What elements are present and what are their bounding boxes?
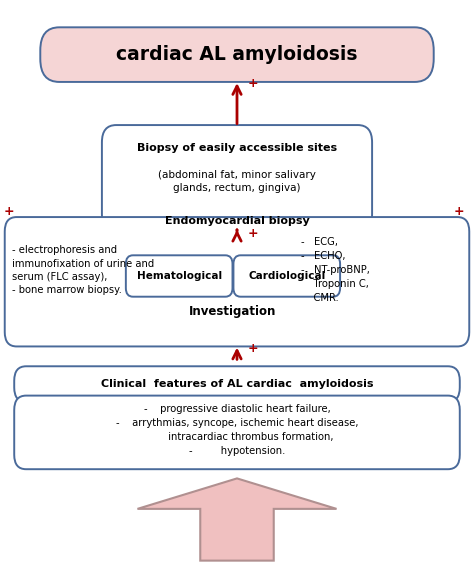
Text: cardiac AL amyloidosis: cardiac AL amyloidosis: [116, 45, 358, 64]
FancyBboxPatch shape: [14, 366, 460, 402]
Text: - electrophoresis and
immunofixation of urine and
serum (FLC assay),
- bone marr: - electrophoresis and immunofixation of …: [12, 246, 154, 295]
Text: +: +: [247, 227, 258, 240]
FancyBboxPatch shape: [126, 255, 232, 297]
FancyBboxPatch shape: [40, 27, 434, 82]
Text: Clinical  features of AL cardiac  amyloidosis: Clinical features of AL cardiac amyloido…: [101, 379, 373, 389]
Text: +: +: [454, 205, 465, 218]
Text: -    progressive diastolic heart failure,
-    arrythmias, syncope, ischemic hea: - progressive diastolic heart failure, -…: [116, 404, 358, 455]
FancyBboxPatch shape: [5, 217, 469, 346]
Text: Cardiological: Cardiological: [248, 271, 325, 281]
Text: (abdominal fat, minor salivary
glands, rectum, gingiva): (abdominal fat, minor salivary glands, r…: [158, 170, 316, 193]
Text: +: +: [4, 205, 14, 218]
FancyBboxPatch shape: [102, 125, 372, 232]
Polygon shape: [137, 478, 337, 561]
Text: Endomyocardial biopsy: Endomyocardial biopsy: [164, 216, 310, 227]
FancyBboxPatch shape: [233, 255, 340, 297]
Text: Biopsy of easily accessible sites: Biopsy of easily accessible sites: [137, 143, 337, 154]
Text: Investigation: Investigation: [189, 305, 276, 318]
FancyBboxPatch shape: [14, 396, 460, 469]
Text: Hematological: Hematological: [137, 271, 222, 281]
Text: +: +: [247, 342, 258, 355]
Text: +: +: [247, 77, 258, 90]
Text: -   ECG,
-   ECHO,
-   NT-proBNP,
    Troponin C,
    CMR.: - ECG, - ECHO, - NT-proBNP, Troponin C, …: [301, 237, 370, 303]
